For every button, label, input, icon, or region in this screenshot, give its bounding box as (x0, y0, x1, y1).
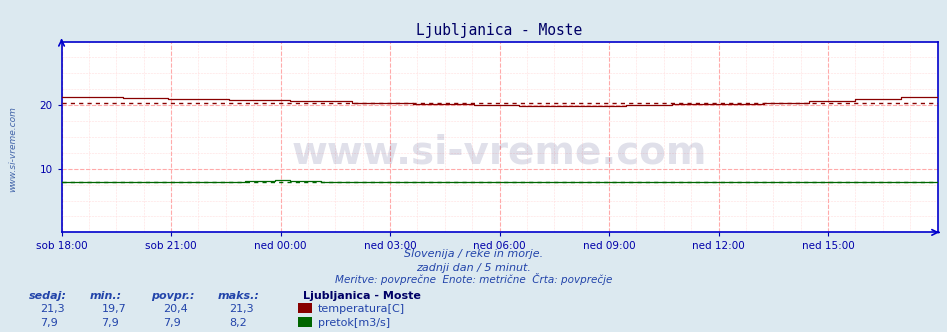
Text: temperatura[C]: temperatura[C] (318, 304, 405, 314)
Title: Ljubljanica - Moste: Ljubljanica - Moste (417, 23, 582, 38)
Text: pretok[m3/s]: pretok[m3/s] (318, 318, 390, 328)
Text: povpr.:: povpr.: (152, 291, 195, 301)
Text: 8,2: 8,2 (229, 318, 247, 328)
Text: 7,9: 7,9 (163, 318, 181, 328)
Text: www.si-vreme.com: www.si-vreme.com (8, 107, 17, 192)
Text: min.:: min.: (90, 291, 122, 301)
Text: 7,9: 7,9 (101, 318, 119, 328)
Text: sedaj:: sedaj: (28, 291, 66, 301)
Text: Meritve: povprečne  Enote: metrične  Črta: povprečje: Meritve: povprečne Enote: metrične Črta:… (335, 273, 612, 285)
Text: Ljubljanica - Moste: Ljubljanica - Moste (303, 291, 420, 301)
Text: maks.:: maks.: (218, 291, 259, 301)
Text: zadnji dan / 5 minut.: zadnji dan / 5 minut. (416, 263, 531, 273)
Text: 7,9: 7,9 (40, 318, 58, 328)
Text: 21,3: 21,3 (40, 304, 64, 314)
Text: 21,3: 21,3 (229, 304, 254, 314)
Text: www.si-vreme.com: www.si-vreme.com (292, 133, 707, 171)
Text: 20,4: 20,4 (163, 304, 188, 314)
Text: Slovenija / reke in morje.: Slovenija / reke in morje. (404, 249, 543, 259)
Text: 19,7: 19,7 (101, 304, 126, 314)
